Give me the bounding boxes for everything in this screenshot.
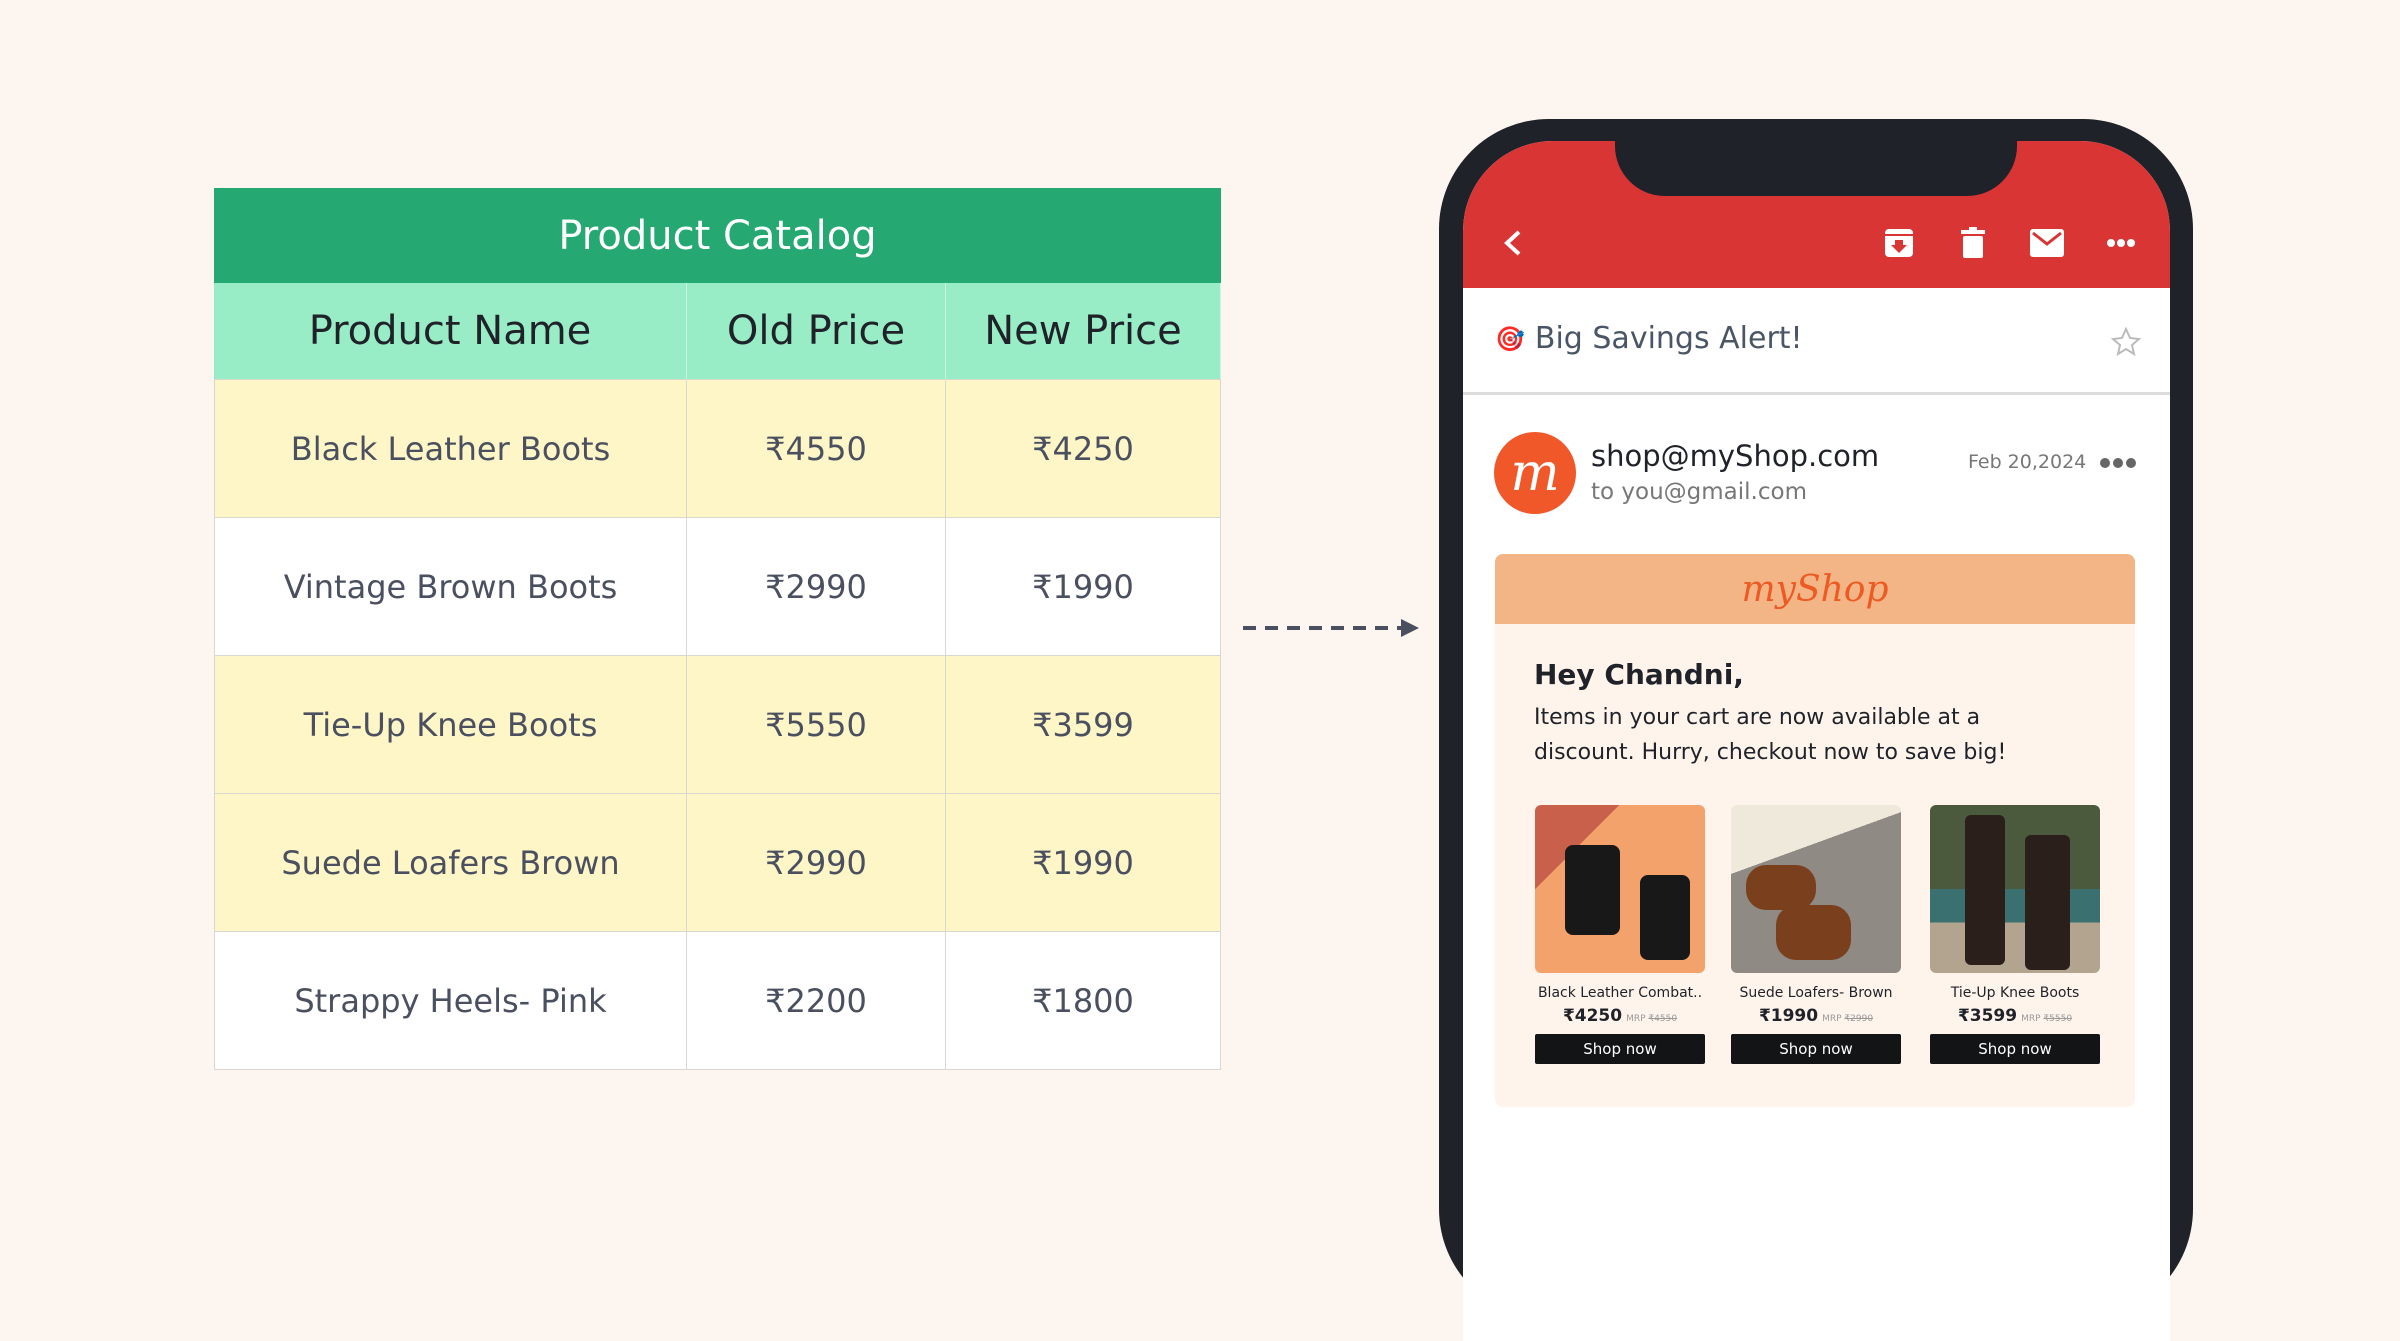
phone-notch (1615, 141, 2017, 196)
dashed-arrow-icon (1243, 619, 1419, 637)
back-button[interactable] (1495, 225, 1531, 261)
cell-new-price: ₹1990 (946, 794, 1221, 931)
shop-now-button[interactable]: Shop now (1930, 1034, 2100, 1064)
mrp-label: MRP (1822, 1014, 1842, 1024)
sender-avatar: m (1494, 432, 1576, 514)
product-card: Black Leather Combat.. ₹4250 MRP ₹4550 Sh… (1535, 805, 1705, 1064)
email-screen: 🎯 Big Savings Alert! m shop@myShop.com to… (1463, 141, 2170, 1341)
sender-email: shop@myShop.com (1591, 439, 1880, 473)
email-more-icon[interactable] (2099, 457, 2139, 469)
mrp-label: MRP (2021, 1014, 2041, 1024)
table-row: Tie-Up Knee Boots ₹5550 ₹3599 (214, 656, 1221, 794)
email-subject: 🎯 Big Savings Alert! (1495, 321, 1803, 356)
product-catalog-table: Product Catalog Product Name Old Price N… (214, 188, 1221, 1070)
table-row: Strappy Heels- Pink ₹2200 ₹1800 (214, 932, 1221, 1070)
trash-icon (1961, 227, 1985, 258)
product-image-knee-boots[interactable] (1930, 805, 2100, 973)
table-row: Suede Loafers Brown ₹2990 ₹1990 (214, 794, 1221, 932)
header-product-name: Product Name (214, 283, 687, 379)
mark-unread-button[interactable] (2029, 225, 2065, 261)
cell-old-price: ₹2200 (687, 932, 946, 1069)
delete-button[interactable] (1955, 225, 1991, 261)
star-icon[interactable] (2111, 327, 2141, 357)
cell-name: Tie-Up Knee Boots (214, 656, 687, 793)
product-mrp: ₹2990 (1844, 1014, 1874, 1024)
archive-button[interactable] (1881, 225, 1917, 261)
greeting: Hey Chandni, (1534, 658, 1744, 691)
subject-text: Big Savings Alert! (1534, 321, 1803, 356)
cell-new-price: ₹1800 (946, 932, 1221, 1069)
table-row: Vintage Brown Boots ₹2990 ₹1990 (214, 518, 1221, 656)
divider (1463, 392, 2170, 395)
email-date: Feb 20,2024 (1968, 451, 2087, 473)
product-name: Tie-Up Knee Boots (1950, 985, 2080, 1001)
product-price: ₹1990 (1758, 1006, 1819, 1026)
product-card: Suede Loafers- Brown ₹1990 MRP ₹2990 Shop… (1731, 805, 1901, 1064)
cell-old-price: ₹5550 (687, 656, 946, 793)
cell-new-price: ₹1990 (946, 518, 1221, 655)
cell-name: Suede Loafers Brown (214, 794, 687, 931)
header-old-price: Old Price (687, 283, 946, 379)
mrp-label: MRP (1626, 1014, 1646, 1024)
cell-old-price: ₹2990 (687, 518, 946, 655)
cell-new-price: ₹4250 (946, 380, 1221, 517)
shop-now-button[interactable]: Shop now (1535, 1034, 1705, 1064)
product-image-suede-loafers[interactable] (1731, 805, 1901, 973)
cell-old-price: ₹4550 (687, 380, 946, 517)
cell-name: Black Leather Boots (214, 380, 687, 517)
table-title: Product Catalog (214, 188, 1221, 283)
target-icon: 🎯 (1495, 324, 1525, 353)
email-message: Items in your cart are now available at … (1534, 705, 2007, 765)
mail-icon (2030, 229, 2064, 257)
chevron-left-icon (1504, 230, 1521, 256)
product-image-black-boots[interactable] (1535, 805, 1705, 973)
product-mrp: ₹5550 (2043, 1014, 2073, 1024)
more-options-button[interactable] (2103, 225, 2139, 261)
product-name: Black Leather Combat.. (1537, 985, 1703, 1001)
brand-logo: myShop (1495, 554, 2135, 624)
cell-old-price: ₹2990 (687, 794, 946, 931)
product-price: ₹3599 (1957, 1006, 2018, 1026)
table-header: Product Name Old Price New Price (214, 283, 1221, 380)
recipient-email: to you@gmail.com (1591, 479, 1807, 505)
more-horizontal-icon (2107, 239, 2135, 247)
product-card: Tie-Up Knee Boots ₹3599 MRP ₹5550 Shop no… (1930, 805, 2100, 1064)
cell-new-price: ₹3599 (946, 656, 1221, 793)
cell-name: Strappy Heels- Pink (214, 932, 687, 1069)
product-mrp: ₹4550 (1648, 1014, 1678, 1024)
header-new-price: New Price (946, 283, 1221, 379)
product-price: ₹4250 (1562, 1006, 1623, 1026)
table-row: Black Leather Boots ₹4550 ₹4250 (214, 380, 1221, 518)
mail-toolbar (1463, 141, 2170, 288)
cell-name: Vintage Brown Boots (214, 518, 687, 655)
email-body-card: myShop Hey Chandni, Items in your cart a… (1495, 554, 2135, 1107)
product-name: Suede Loafers- Brown (1739, 985, 1893, 1001)
archive-icon (1885, 229, 1913, 257)
shop-now-button[interactable]: Shop now (1731, 1034, 1901, 1064)
